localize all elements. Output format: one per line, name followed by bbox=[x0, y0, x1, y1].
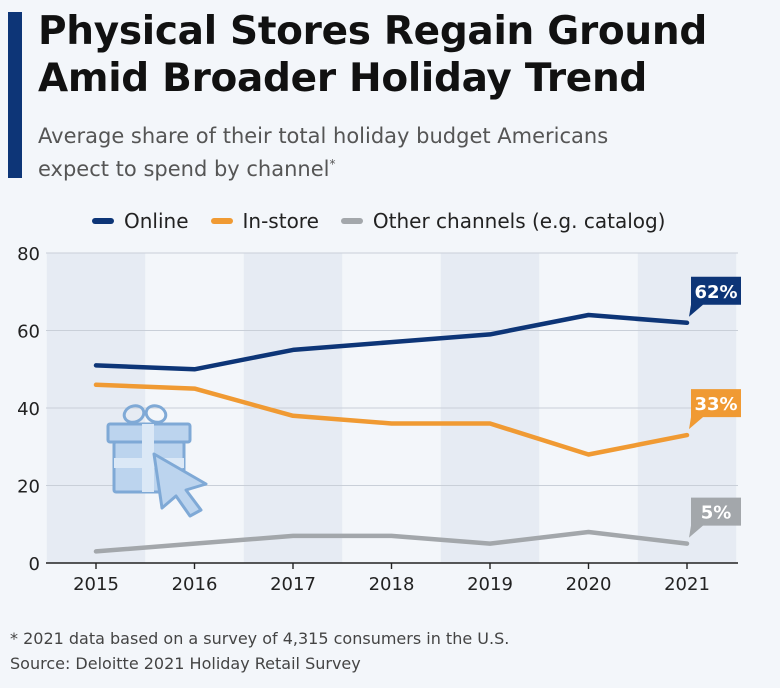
x-axis-ticks: 2015 2016 2017 2018 2019 2020 2021 bbox=[73, 563, 710, 595]
x-tick-label: 2015 bbox=[73, 574, 119, 595]
series-line-instore bbox=[93, 382, 690, 457]
gift-with-cursor-icon bbox=[106, 404, 208, 518]
y-tick-label: 60 bbox=[17, 322, 40, 343]
title-line-2: Amid Broader Holiday Trend bbox=[38, 56, 648, 101]
x-tick-label: 2020 bbox=[566, 574, 612, 595]
title-line-1: Physical Stores Regain Ground bbox=[38, 9, 707, 54]
legend-item-other: Other channels (e.g. catalog) bbox=[340, 209, 666, 233]
x-tick-label: 2017 bbox=[270, 574, 316, 595]
legend-label-other: Other channels (e.g. catalog) bbox=[372, 209, 666, 233]
source-note: Source: Deloitte 2021 Holiday Retail Sur… bbox=[10, 654, 361, 673]
legend-swatch-online bbox=[92, 218, 114, 224]
legend-label-online: Online bbox=[124, 209, 189, 233]
line-chart: 0 20 40 60 80 2015 2016 2017 2018 2019 2020 2021 6… bbox=[17, 244, 741, 595]
legend-item-instore: In-store bbox=[210, 209, 319, 233]
subtitle-line-1: Average share of their total holiday bud… bbox=[38, 124, 609, 148]
series-line-other bbox=[93, 529, 690, 554]
y-tick-label: 20 bbox=[17, 477, 40, 498]
x-tick-label: 2016 bbox=[172, 574, 218, 595]
end-label-online: 62% bbox=[689, 276, 741, 317]
end-label-instore: 33% bbox=[689, 389, 741, 430]
footnote: * 2021 data based on a survey of 4,315 c… bbox=[10, 629, 510, 648]
legend-label-instore: In-store bbox=[242, 209, 319, 233]
y-tick-label: 0 bbox=[29, 554, 40, 575]
end-labels: 62% 33% 5% bbox=[689, 276, 741, 538]
end-label-box bbox=[689, 497, 741, 538]
chart-legend: Online In-store Other channels (e.g. cat… bbox=[92, 208, 665, 234]
end-label-text: 62% bbox=[694, 282, 737, 303]
y-tick-label: 80 bbox=[17, 244, 40, 265]
x-tick-label: 2021 bbox=[664, 574, 710, 595]
y-axis-ticks: 0 20 40 60 80 bbox=[17, 244, 40, 575]
end-label-box bbox=[689, 389, 741, 430]
end-label-text: 5% bbox=[701, 503, 732, 524]
chart-subtitle: Average share of their total holiday bud… bbox=[38, 122, 608, 183]
x-tick-label: 2018 bbox=[369, 574, 415, 595]
chart-series bbox=[93, 312, 690, 554]
end-label-other: 5% bbox=[689, 497, 741, 538]
subtitle-footnote-mark: * bbox=[329, 157, 336, 171]
y-tick-label: 40 bbox=[17, 399, 40, 420]
legend-item-online: Online bbox=[92, 209, 189, 233]
end-label-box bbox=[689, 276, 741, 317]
series-line-online bbox=[93, 312, 690, 372]
legend-swatch-other bbox=[340, 218, 363, 224]
legend-swatch-instore bbox=[210, 218, 233, 224]
accent-bar bbox=[8, 12, 22, 178]
end-label-text: 33% bbox=[694, 394, 737, 415]
x-tick-label: 2019 bbox=[467, 574, 513, 595]
subtitle-line-2: expect to spend by channel bbox=[38, 157, 330, 181]
chart-title: Physical Stores Regain Ground Amid Broad… bbox=[38, 8, 707, 102]
